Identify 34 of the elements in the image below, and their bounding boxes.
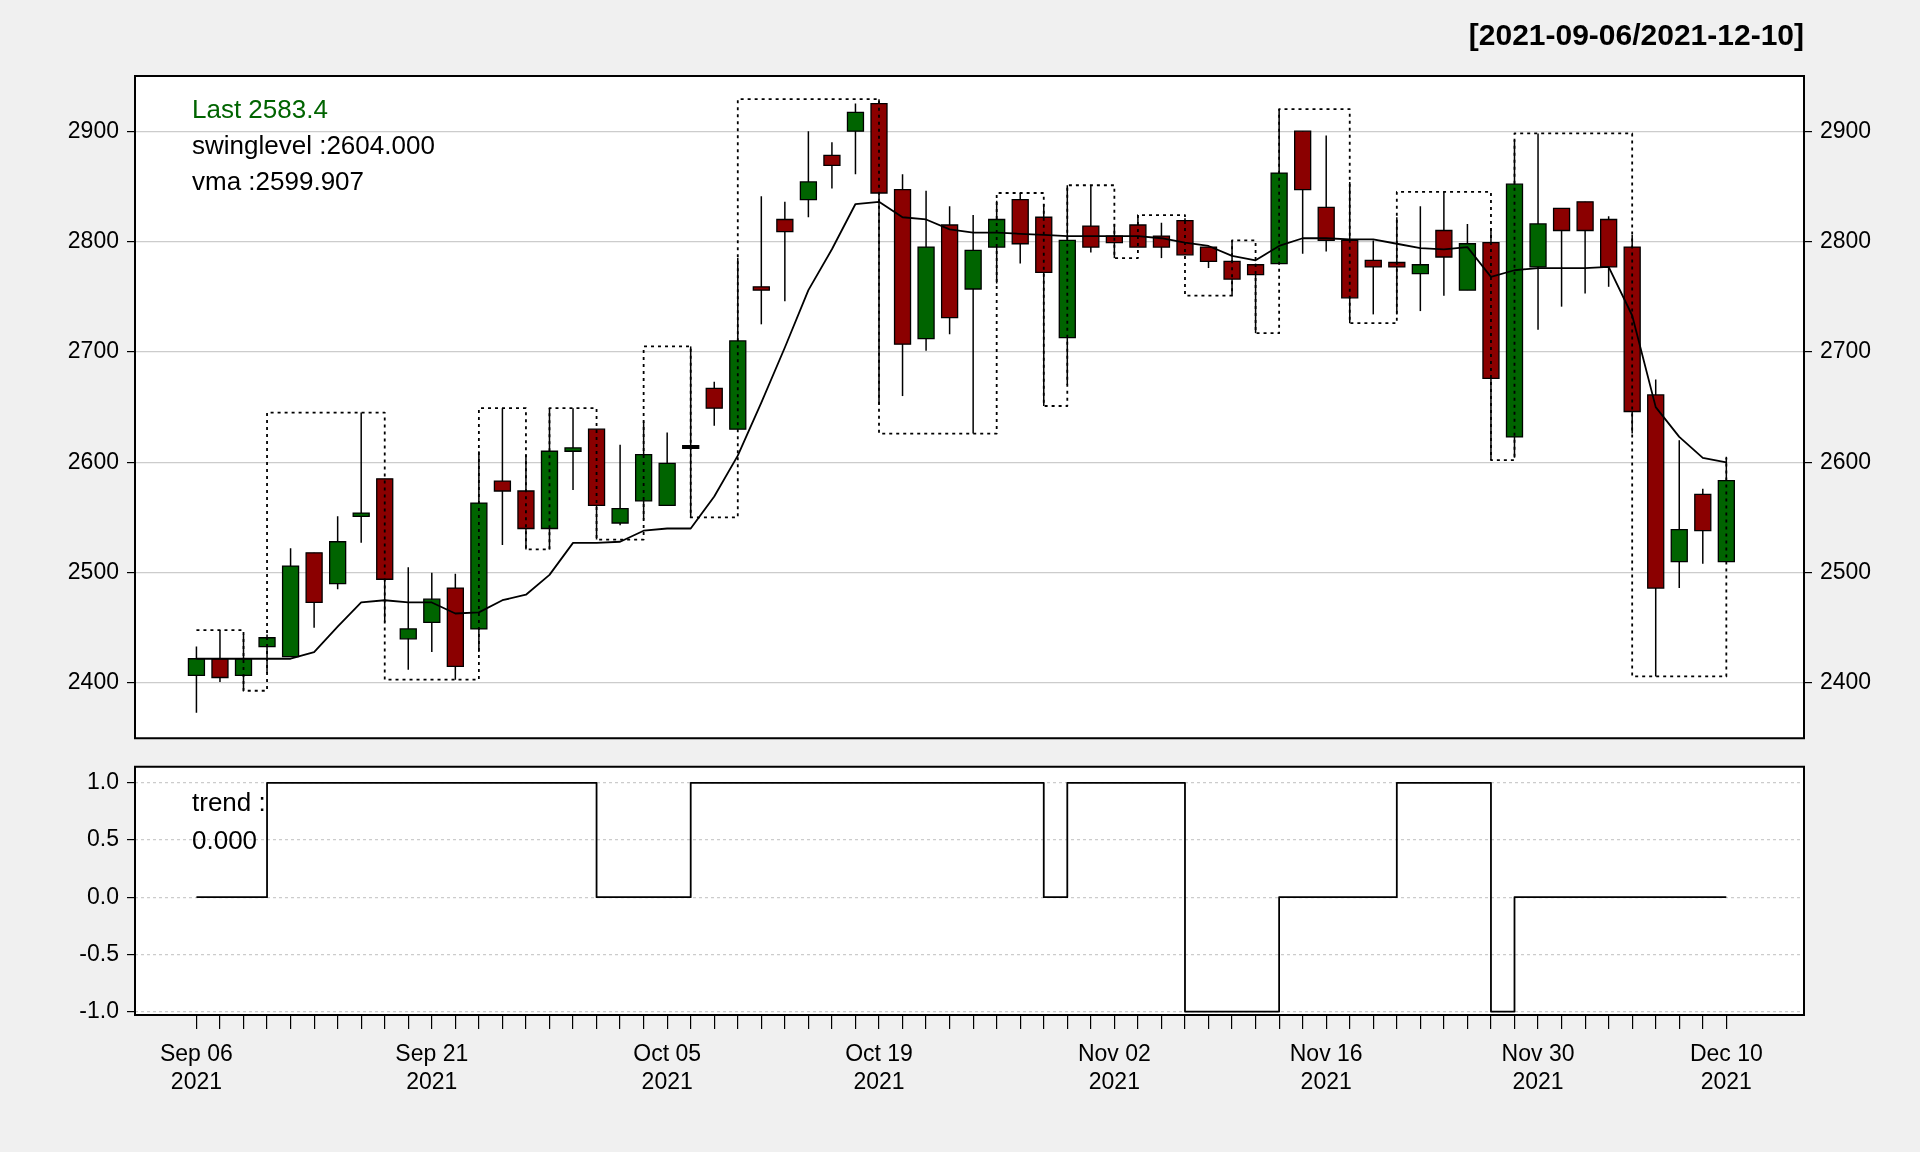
- annotation: vma :2599.907: [192, 166, 365, 197]
- y-tick-label: -0.5: [79, 939, 119, 966]
- y-tick-label: 2400: [67, 668, 119, 695]
- y2-tick-label: 2800: [1820, 226, 1872, 253]
- x-tick-label: Dec 10 2021: [1689, 1040, 1763, 1094]
- candlestick: [705, 380, 723, 427]
- y-tick-label: 0.0: [87, 882, 119, 909]
- y-tick-label: 2800: [67, 226, 119, 253]
- y-tick-label: 2900: [67, 116, 119, 143]
- y2-tick-label: 2500: [1820, 557, 1872, 584]
- candlestick: [846, 102, 865, 175]
- x-tick-label: Oct 05 2021: [633, 1040, 702, 1094]
- y-tick-label: 2700: [67, 337, 119, 364]
- annotation: swinglevel :2604.000: [192, 130, 435, 161]
- annotation: trend :: [192, 786, 266, 817]
- y-tick-label: 0.5: [87, 825, 119, 852]
- x-tick-label: Nov 30 2021: [1501, 1040, 1575, 1094]
- x-tick-label: Sep 06 2021: [159, 1040, 233, 1094]
- y2-tick-label: 2400: [1820, 668, 1872, 695]
- x-tick-label: Nov 02 2021: [1077, 1040, 1151, 1094]
- y-tick-label: 1.0: [87, 768, 119, 795]
- x-tick-label: Nov 16 2021: [1289, 1040, 1363, 1094]
- x-tick-label: Oct 19 2021: [845, 1040, 913, 1094]
- annotation: 0.000: [192, 824, 258, 855]
- candlestick: [587, 428, 606, 541]
- y2-tick-label: 2900: [1820, 116, 1872, 143]
- chart-subtitle: [2021-09-06/2021-12-10]: [1468, 18, 1804, 52]
- y2-tick-label: 2600: [1820, 447, 1872, 474]
- y-tick-label: -1.0: [79, 996, 119, 1023]
- y-tick-label: 2500: [67, 557, 119, 584]
- x-tick-label: Sep 21 2021: [395, 1040, 469, 1094]
- y-tick-label: 2600: [67, 447, 119, 474]
- y2-tick-label: 2700: [1820, 337, 1872, 364]
- annotation: Last 2583.4: [192, 94, 328, 125]
